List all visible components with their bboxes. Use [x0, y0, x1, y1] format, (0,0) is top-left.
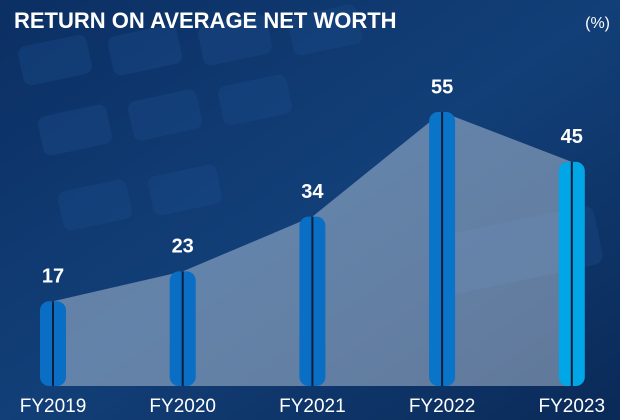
value-label: 55 [431, 76, 453, 98]
value-label: 45 [561, 126, 583, 148]
x-tick-label: FY2023 [539, 396, 606, 417]
chart-title: RETURN ON AVERAGE NET WORTH [14, 8, 397, 33]
x-tick-label: FY2022 [409, 396, 476, 417]
value-label: 34 [301, 181, 324, 203]
x-tick-label: FY2020 [149, 396, 216, 417]
value-label: 23 [172, 236, 194, 258]
value-label: 17 [42, 266, 64, 288]
x-tick-label: FY2021 [279, 396, 346, 417]
x-tick-label: FY2019 [20, 396, 87, 417]
keyboard-decoration [18, 4, 603, 295]
unit-label: (%) [585, 15, 610, 32]
